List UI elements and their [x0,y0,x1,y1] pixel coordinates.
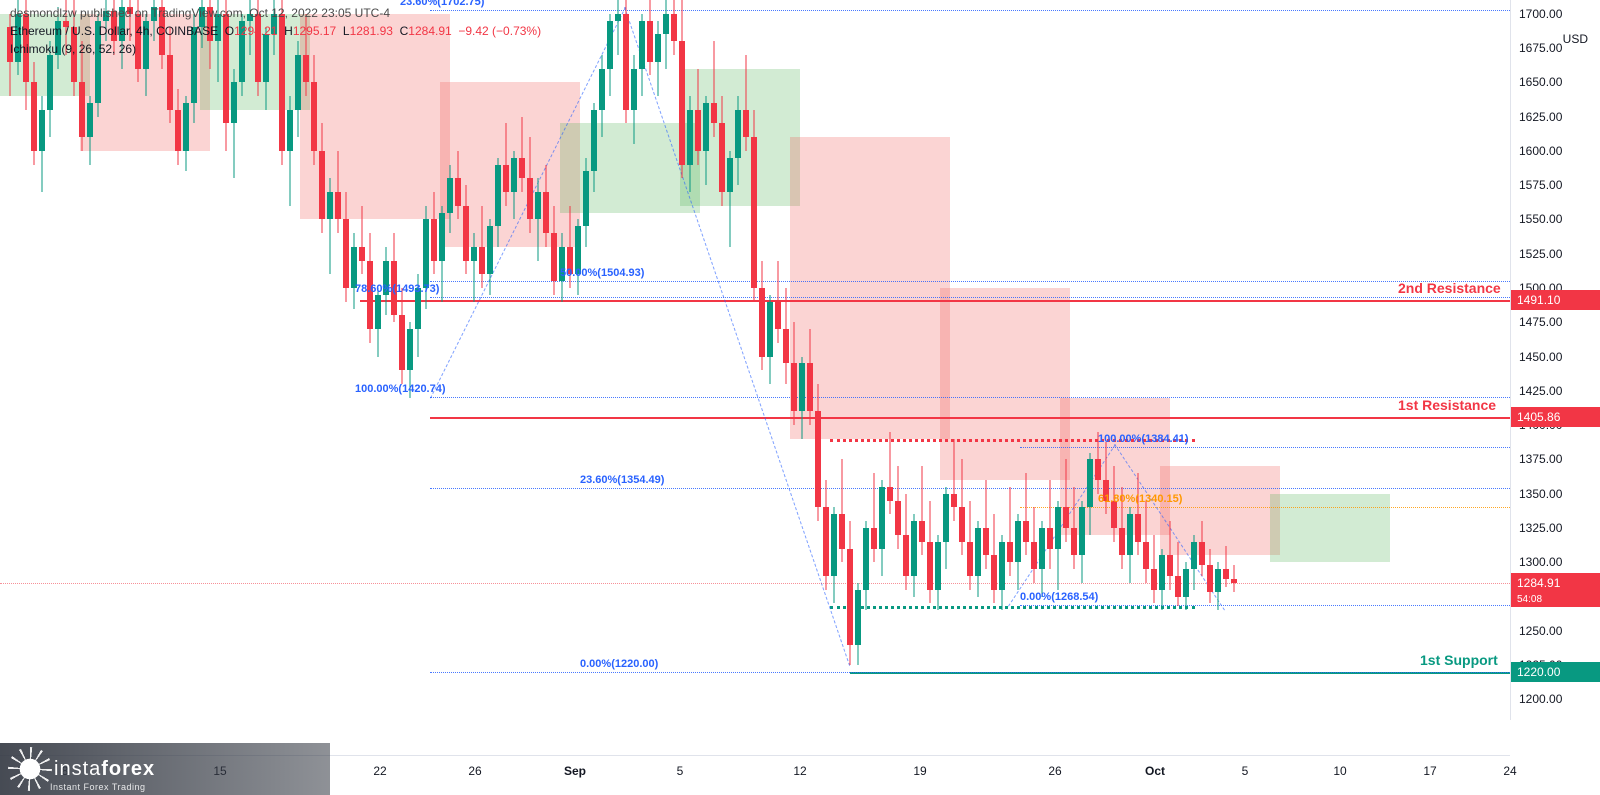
y-tick: 1550.00 [1519,212,1562,226]
fib-label: 78.60%(1493.73) [355,283,439,295]
y-tick: 1700.00 [1519,7,1562,21]
sun-icon [14,753,46,785]
y-tick: 1350.00 [1519,487,1562,501]
fib-label: 61.80%(1340.15) [1098,493,1182,505]
x-tick: 26 [1048,764,1061,778]
y-tick: 1425.00 [1519,384,1562,398]
fib-label: 0.00%(1268.54) [1020,591,1098,603]
level-label: 1st Support [1420,652,1498,668]
fib-label: 23.60%(1702.75) [400,0,484,8]
y-tick: 1575.00 [1519,178,1562,192]
ichimoku-cloud [1270,494,1390,563]
fib-line [430,488,1510,489]
y-tick: 1250.00 [1519,624,1562,638]
x-tick: 12 [793,764,806,778]
level-label: 1st Resistance [1398,397,1496,413]
ichimoku-cloud [790,137,950,439]
ohlc-high: 1295.17 [293,24,336,38]
y-tick: 1200.00 [1519,692,1562,706]
y-tick: 1650.00 [1519,75,1562,89]
y-tick: 1325.00 [1519,521,1562,535]
fib-line [430,10,1510,11]
y-tick: 1300.00 [1519,555,1562,569]
y-tick: 1375.00 [1519,452,1562,466]
y-tick: 1600.00 [1519,144,1562,158]
level-line [360,300,1510,302]
x-tick: 26 [468,764,481,778]
ohlc-open: 1294.21 [234,24,277,38]
x-tick: 24 [1503,764,1516,778]
ichimoku-cloud [940,288,1070,480]
price-flag: 1405.86 [1511,407,1600,427]
last-price-flag: 1284.91 [1511,573,1600,593]
y-tick: 1675.00 [1519,41,1562,55]
axis-unit: USD [1563,32,1588,46]
fib-label: 0.00%(1220.00) [580,658,658,670]
chart-root: desmondlzw published on TradingView.com,… [0,0,1600,795]
price-flag: 1220.00 [1511,662,1600,682]
x-tick: 22 [373,764,386,778]
fib-line [430,397,1510,398]
level-line [430,417,1510,419]
x-tick: Sep [564,764,586,778]
level-line [830,606,1195,609]
broker-watermark: instaforex Instant Forex Trading [0,743,330,795]
bar-countdown-flag: 54:08 [1511,593,1600,607]
brand-text: instaforex [54,758,155,781]
pair-name: Ethereum / U.S. Dollar, 4h, COINBASE [10,24,218,38]
fib-label: 50.00%(1504.93) [560,267,644,279]
brand-tagline: Instant Forex Trading [50,782,146,792]
x-tick: 10 [1333,764,1346,778]
ichimoku-cloud [440,82,580,247]
x-tick: 19 [913,764,926,778]
fib-line [430,672,1510,673]
x-tick: 17 [1423,764,1436,778]
publish-info: desmondlzw published on TradingView.com,… [10,6,390,20]
fib-label: 100.00%(1384.41) [1098,433,1189,445]
price-axis: USD 1200.001225.001250.001275.001300.001… [1510,0,1600,720]
y-tick: 1525.00 [1519,247,1562,261]
last-price-line [0,583,1510,584]
fib-label: 100.00%(1420.74) [355,383,446,395]
indicator-legend: Ichimoku (9, 26, 52, 26) [10,42,136,56]
price-plot[interactable]: desmondlzw published on TradingView.com,… [0,0,1510,720]
x-tick: Oct [1145,764,1165,778]
ohlc-change: −9.42 (−0.73%) [458,24,541,38]
y-tick: 1625.00 [1519,110,1562,124]
fib-line [1020,447,1510,448]
ohlc-low: 1281.93 [350,24,393,38]
fib-line [430,281,1510,282]
fib-line [1020,507,1510,508]
price-flag: 1491.10 [1511,290,1600,310]
y-tick: 1475.00 [1519,315,1562,329]
fib-line [430,297,1510,298]
level-label: 2nd Resistance [1398,280,1501,296]
x-tick: 5 [677,764,684,778]
y-tick: 1450.00 [1519,350,1562,364]
x-tick: 5 [1242,764,1249,778]
ohlc-close: 1284.91 [408,24,451,38]
symbol-legend: Ethereum / U.S. Dollar, 4h, COINBASE O12… [10,24,541,38]
fib-line [1020,605,1510,606]
fib-label: 23.60%(1354.49) [580,474,664,486]
